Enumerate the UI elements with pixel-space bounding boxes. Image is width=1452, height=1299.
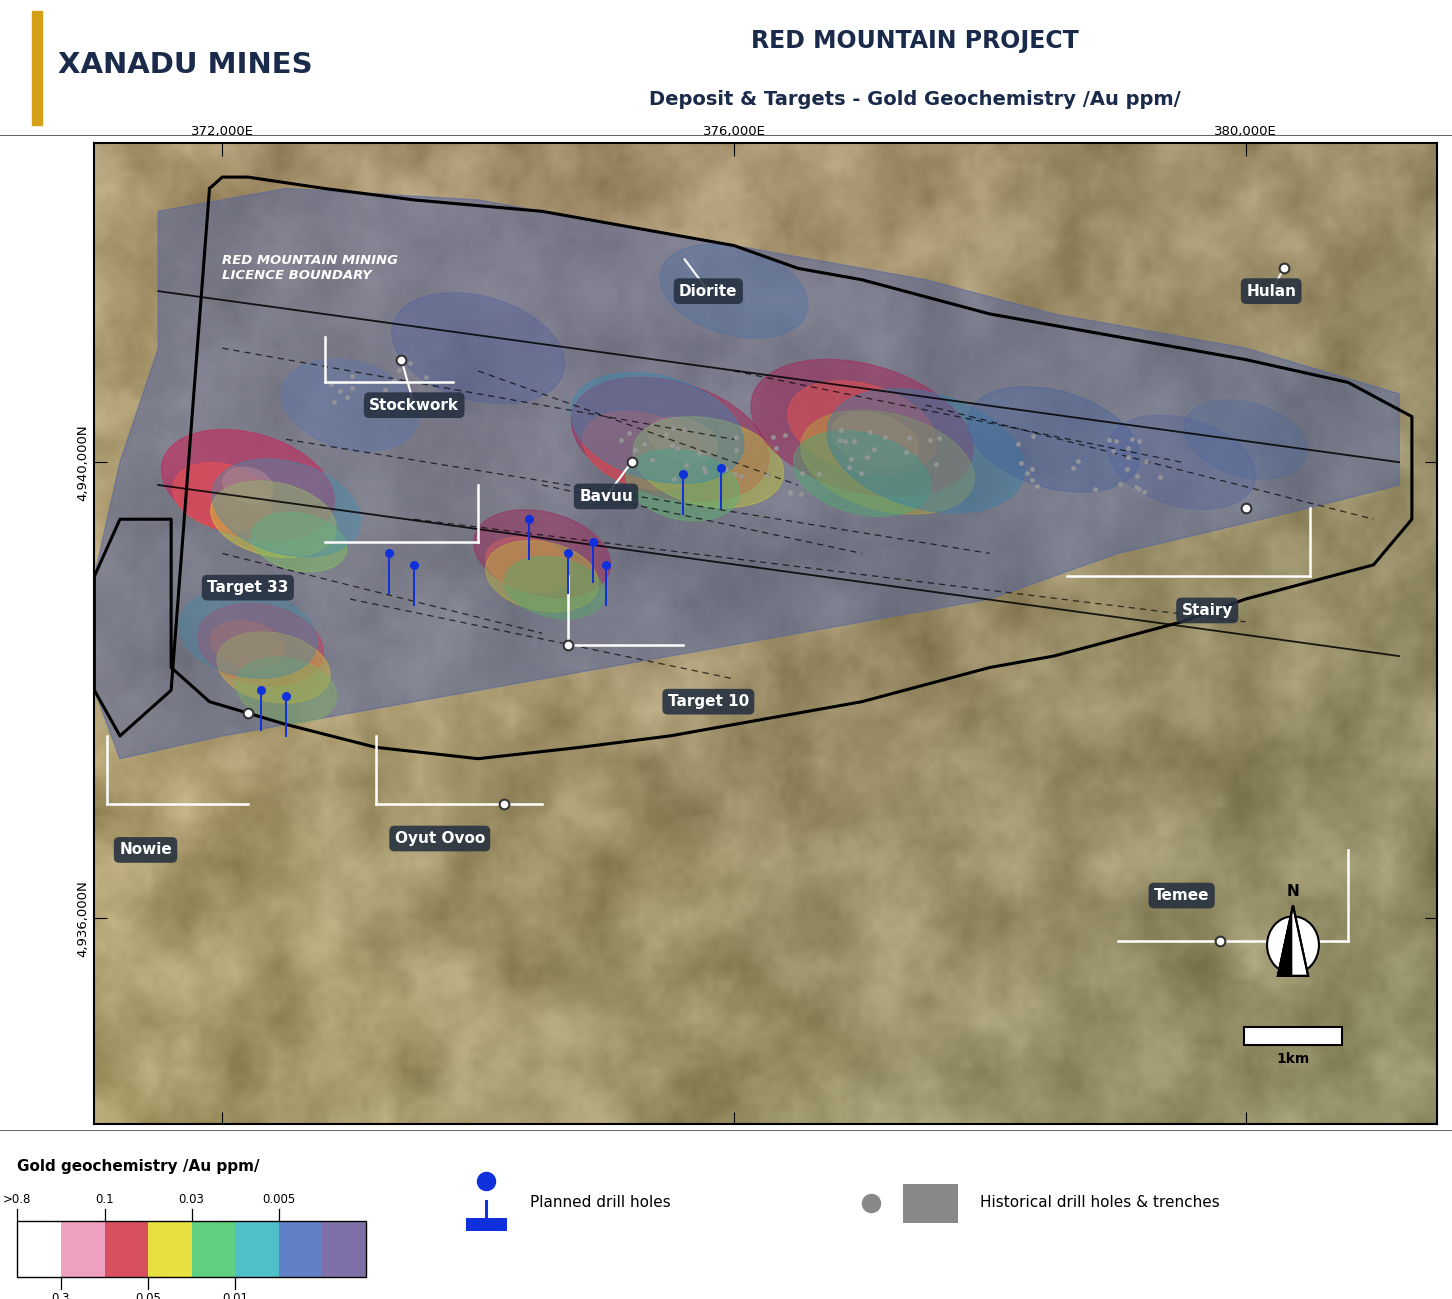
Bar: [466, 1218, 507, 1231]
Bar: [61, 1221, 105, 1277]
Ellipse shape: [212, 459, 360, 557]
Polygon shape: [1278, 905, 1294, 976]
Text: Stairy: Stairy: [1182, 603, 1233, 618]
Ellipse shape: [1183, 400, 1307, 479]
Bar: [192, 1221, 235, 1277]
Ellipse shape: [486, 536, 574, 592]
Ellipse shape: [626, 449, 739, 521]
Text: 0.01: 0.01: [222, 1293, 248, 1299]
Bar: [17, 1221, 366, 1277]
Bar: [17, 1221, 61, 1277]
Ellipse shape: [828, 388, 1025, 513]
Bar: [903, 1185, 958, 1224]
Circle shape: [1268, 916, 1318, 974]
Ellipse shape: [237, 657, 337, 724]
Ellipse shape: [224, 468, 273, 503]
Text: Planned drill holes: Planned drill holes: [530, 1195, 671, 1211]
Text: 0.005: 0.005: [263, 1192, 295, 1205]
Text: 1km: 1km: [1276, 1052, 1310, 1065]
Ellipse shape: [179, 588, 317, 678]
Ellipse shape: [572, 378, 768, 501]
Ellipse shape: [633, 417, 784, 508]
Ellipse shape: [582, 412, 706, 490]
Bar: [148, 1221, 192, 1277]
Text: Stockwork: Stockwork: [369, 397, 459, 413]
Ellipse shape: [505, 557, 605, 618]
Text: Nowie: Nowie: [119, 843, 171, 857]
Text: 0.03: 0.03: [179, 1192, 205, 1205]
Ellipse shape: [751, 360, 973, 496]
Ellipse shape: [571, 373, 743, 483]
Bar: [279, 1221, 322, 1277]
Text: Hulan: Hulan: [1246, 283, 1297, 299]
Text: 0.05: 0.05: [135, 1293, 161, 1299]
Ellipse shape: [392, 292, 565, 404]
Ellipse shape: [800, 410, 974, 514]
Text: RED MOUNTAIN MINING
LICENCE BOUNDARY: RED MOUNTAIN MINING LICENCE BOUNDARY: [222, 255, 398, 282]
Ellipse shape: [211, 481, 337, 557]
Text: Diorite: Diorite: [680, 283, 738, 299]
Ellipse shape: [211, 621, 286, 669]
Ellipse shape: [473, 509, 610, 598]
Text: RED MOUNTAIN PROJECT: RED MOUNTAIN PROJECT: [751, 29, 1079, 53]
Text: Temee: Temee: [1154, 889, 1210, 903]
Ellipse shape: [788, 381, 937, 475]
Bar: [1244, 1026, 1342, 1046]
Text: 0.1: 0.1: [96, 1192, 113, 1205]
Ellipse shape: [282, 359, 418, 451]
Ellipse shape: [173, 462, 272, 530]
Polygon shape: [1278, 905, 1294, 976]
Polygon shape: [1294, 905, 1308, 976]
Ellipse shape: [832, 412, 918, 466]
Text: N: N: [1286, 883, 1300, 899]
Text: Target 10: Target 10: [668, 694, 749, 709]
Polygon shape: [94, 188, 1400, 759]
Text: 0.3: 0.3: [52, 1293, 70, 1299]
Text: Deposit & Targets - Gold Geochemistry /Au ppm/: Deposit & Targets - Gold Geochemistry /A…: [649, 90, 1180, 109]
Ellipse shape: [967, 387, 1140, 492]
Text: Gold geochemistry /Au ppm/: Gold geochemistry /Au ppm/: [17, 1159, 260, 1174]
Ellipse shape: [648, 417, 717, 461]
Text: Oyut Ovoo: Oyut Ovoo: [395, 831, 485, 846]
Bar: [235, 1221, 279, 1277]
Bar: [105, 1221, 148, 1277]
Ellipse shape: [661, 244, 807, 338]
Polygon shape: [1294, 905, 1308, 976]
Ellipse shape: [794, 431, 931, 516]
Ellipse shape: [485, 540, 598, 612]
Bar: [322, 1221, 366, 1277]
Text: >0.8: >0.8: [3, 1192, 32, 1205]
Text: Bavuu: Bavuu: [579, 488, 633, 504]
Bar: [32, 10, 42, 126]
Ellipse shape: [251, 512, 347, 572]
Text: Target 33: Target 33: [208, 581, 289, 595]
Ellipse shape: [216, 631, 330, 703]
Text: XANADU MINES: XANADU MINES: [58, 52, 312, 79]
Text: Historical drill holes & trenches: Historical drill holes & trenches: [980, 1195, 1220, 1211]
Ellipse shape: [161, 430, 334, 540]
Ellipse shape: [197, 603, 324, 686]
Ellipse shape: [1108, 416, 1256, 509]
